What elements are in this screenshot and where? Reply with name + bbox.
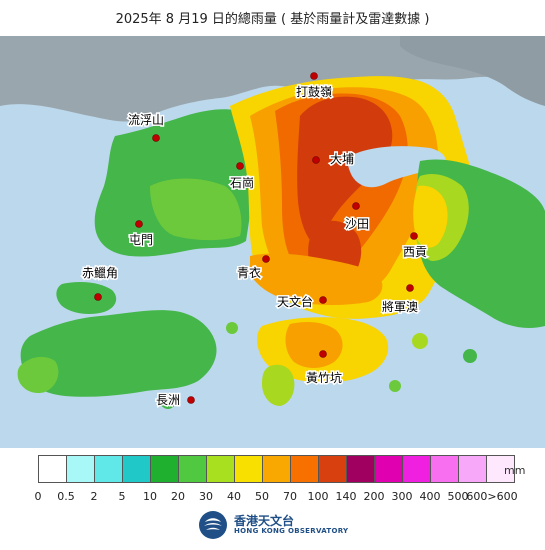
- marker-sai-kung: [410, 232, 418, 240]
- label-tseung-kwan-o: 將軍澳: [382, 299, 418, 314]
- legend-ticks: 0 0.5 2 5 10 20 30 40 50 70 100 140 200 300 400 500 600>…: [0, 490, 545, 504]
- land-nt-west-light: [150, 178, 242, 241]
- legend-color-scale: [38, 455, 515, 483]
- legend-unit: mm: [504, 464, 526, 477]
- land-kowloon: [250, 253, 383, 305]
- legend-box: [122, 455, 151, 483]
- legend-tick-label: 20: [171, 490, 185, 503]
- legend-tick-label: 200: [363, 490, 385, 503]
- legend-box: [430, 455, 459, 483]
- legend-box: [318, 455, 347, 483]
- land-lantau-west: [17, 356, 59, 394]
- legend-tick-label: 50: [255, 490, 269, 503]
- tolo-harbour: [347, 146, 446, 188]
- label-shek-kong: 石崗: [230, 176, 254, 190]
- legend-box: [290, 455, 319, 483]
- legend-box: [178, 455, 207, 483]
- legend-box: [402, 455, 431, 483]
- marker-tsing-yi: [262, 255, 270, 263]
- legend-tick-label: 0.5: [57, 490, 75, 503]
- legend-box: [234, 455, 263, 483]
- legend-tick-label: 10: [143, 490, 157, 503]
- legend-box: [458, 455, 487, 483]
- legend-tick-label: 0: [34, 490, 42, 503]
- legend-box: [94, 455, 123, 483]
- label-cheung-chau: 長洲: [156, 393, 180, 407]
- label-wong-chuk-hang: 黃竹坑: [306, 370, 342, 385]
- label-tin-man-toi: 天文台: [277, 294, 313, 309]
- legend-tick-label: 600>600: [466, 490, 518, 503]
- mainland-shenzhen: [0, 36, 545, 122]
- mainland-east: [400, 36, 545, 106]
- land-central-dark-red: [297, 96, 393, 246]
- legend-tick-label: 5: [118, 490, 126, 503]
- legend-box: [262, 455, 291, 483]
- marker-tai-po: [312, 156, 320, 164]
- legend-tick-label: 400: [419, 490, 441, 503]
- marker-lau-fau-shan: [152, 134, 160, 142]
- label-lau-fau-shan: 流浮山: [128, 113, 164, 127]
- legend-box: [150, 455, 179, 483]
- legend-box: [486, 455, 515, 483]
- label-tsing-yi: 青衣: [237, 265, 261, 280]
- legend-box: [374, 455, 403, 483]
- legend-box: [66, 455, 95, 483]
- map-title: 2025年 8 月19 日的總雨量 ( 基於雨量計及雷達數據 ): [115, 12, 430, 27]
- logo-cn: 香港天文台: [234, 513, 295, 528]
- marker-sha-tin: [352, 202, 360, 210]
- island-po-toi: [389, 380, 401, 392]
- legend-tick-label: 40: [227, 490, 241, 503]
- marker-chek-lap-kok: [94, 293, 102, 301]
- marker-tuen-mun: [135, 220, 143, 228]
- label-chek-lap-kok: 赤鱲角: [82, 266, 118, 280]
- logo-en: HONG KONG OBSERVATORY: [234, 526, 349, 535]
- label-sai-kung: 西貢: [403, 245, 427, 259]
- marker-cheung-chau: [187, 396, 195, 404]
- marker-tin-man-toi: [319, 296, 327, 304]
- island-peng-chau: [226, 322, 238, 334]
- rainfall-map: 打鼓嶺 流浮山 石崗 大埔 沙田 屯門 西貢 青衣 赤鱲角 天文台 將軍澳 黃竹…: [0, 36, 545, 448]
- legend-tick-label: 300: [391, 490, 413, 503]
- marker-shek-kong: [236, 162, 244, 170]
- legend-tick-label: 70: [283, 490, 297, 503]
- land-sai-kung-yellow: [413, 185, 448, 248]
- hko-logo-icon: [199, 511, 227, 539]
- marker-ta-kwu-ling: [310, 72, 318, 80]
- marker-wong-chuk-hang: [319, 350, 327, 358]
- land-hk-island-orange: [285, 322, 343, 368]
- marker-tseung-kwan-o: [406, 284, 414, 292]
- hko-logo: 香港天文台 HONG KONG OBSERVATORY: [198, 510, 348, 540]
- legend-tick-label: 140: [335, 490, 357, 503]
- land-chek-lap-kok: [56, 282, 117, 314]
- legend-tick-label: 30: [199, 490, 213, 503]
- location-markers: [94, 72, 418, 404]
- label-ta-kwu-ling: 打鼓嶺: [296, 85, 332, 99]
- legend-box: [38, 455, 67, 483]
- legend-tick-label: 100: [307, 490, 329, 503]
- legend-tick-label: 2: [90, 490, 98, 503]
- land-lantau: [20, 310, 217, 397]
- label-tai-po: 大埔: [330, 152, 354, 166]
- label-tuen-mun: 屯門: [129, 233, 153, 247]
- label-sha-tin: 沙田: [345, 217, 369, 231]
- island-tung-lung: [412, 333, 428, 349]
- legend-box: [346, 455, 375, 483]
- island-cheung-chau: [160, 393, 176, 409]
- legend-tick-label: 500: [447, 490, 469, 503]
- land-lamma: [262, 364, 295, 406]
- island-east: [463, 349, 477, 363]
- legend-box: [206, 455, 235, 483]
